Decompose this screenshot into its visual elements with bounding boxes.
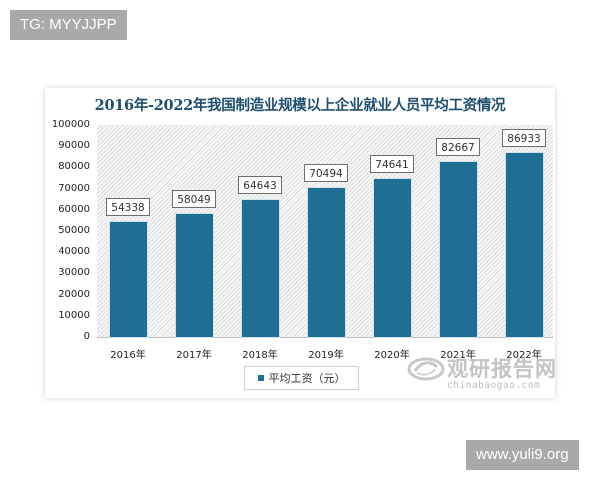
bar-0 bbox=[109, 221, 147, 337]
x-tick-label: 2017年 bbox=[176, 350, 212, 361]
x-tick-label: 2022年 bbox=[506, 350, 542, 361]
data-label: 70494 bbox=[304, 163, 348, 182]
data-label: 74641 bbox=[370, 154, 414, 173]
watermark-brand-en: chinabaogao.com bbox=[447, 380, 541, 391]
y-tick-label: 50000 bbox=[58, 225, 90, 236]
data-label: 86933 bbox=[502, 128, 546, 147]
chart-title: 2016年-2022年我国制造业规模以上企业就业人员平均工资情况 bbox=[94, 97, 506, 114]
y-tick-label: 40000 bbox=[58, 246, 90, 258]
bar-2 bbox=[241, 199, 279, 337]
bar-6 bbox=[505, 152, 543, 337]
data-label: 64643 bbox=[238, 175, 282, 194]
y-tick-label: 100000 bbox=[51, 119, 90, 130]
legend-label: 平均工资（元） bbox=[268, 372, 346, 385]
y-tick-label: 10000 bbox=[58, 309, 90, 321]
bar-4 bbox=[373, 178, 411, 337]
watermark-tag-bottom-right: www.yuli9.org bbox=[466, 440, 579, 470]
data-label: 82667 bbox=[436, 137, 480, 156]
chart-legend: 平均工资（元） bbox=[244, 366, 359, 390]
y-tick-label: 80000 bbox=[58, 161, 90, 173]
x-tick-label: 2021年 bbox=[440, 350, 476, 361]
y-tick-label: 70000 bbox=[58, 182, 90, 194]
y-tick-label: 90000 bbox=[58, 140, 90, 152]
y-tick-label: 0 bbox=[83, 331, 90, 342]
x-tick-label: 2019年 bbox=[308, 350, 344, 361]
watermark-brand-cn: 观研报告网 bbox=[447, 357, 557, 381]
y-tick-label: 60000 bbox=[58, 203, 90, 215]
x-tick-label: 2018年 bbox=[242, 350, 278, 361]
watermark-tag-top-left: TG: MYYJJPP bbox=[10, 10, 127, 40]
bar-3 bbox=[307, 187, 345, 337]
chart-card: 2016年-2022年我国制造业规模以上企业就业人员平均工资情况 100000 9… bbox=[45, 88, 557, 398]
y-tick-label: 30000 bbox=[58, 267, 90, 279]
x-tick-label: 2020年 bbox=[374, 350, 410, 361]
y-tick-label: 20000 bbox=[58, 288, 90, 300]
bar-1 bbox=[175, 213, 213, 337]
bar-5 bbox=[439, 161, 477, 337]
legend-swatch-icon bbox=[257, 375, 264, 381]
x-tick-label: 2016年 bbox=[110, 350, 146, 361]
chinabaogao-watermark: 观研报告网 chinabaogao.com bbox=[407, 353, 557, 393]
data-label: 54338 bbox=[106, 197, 150, 216]
data-label: 58049 bbox=[172, 189, 216, 208]
x-axis-line bbox=[97, 337, 553, 338]
chinabaogao-logo-icon bbox=[407, 357, 445, 381]
